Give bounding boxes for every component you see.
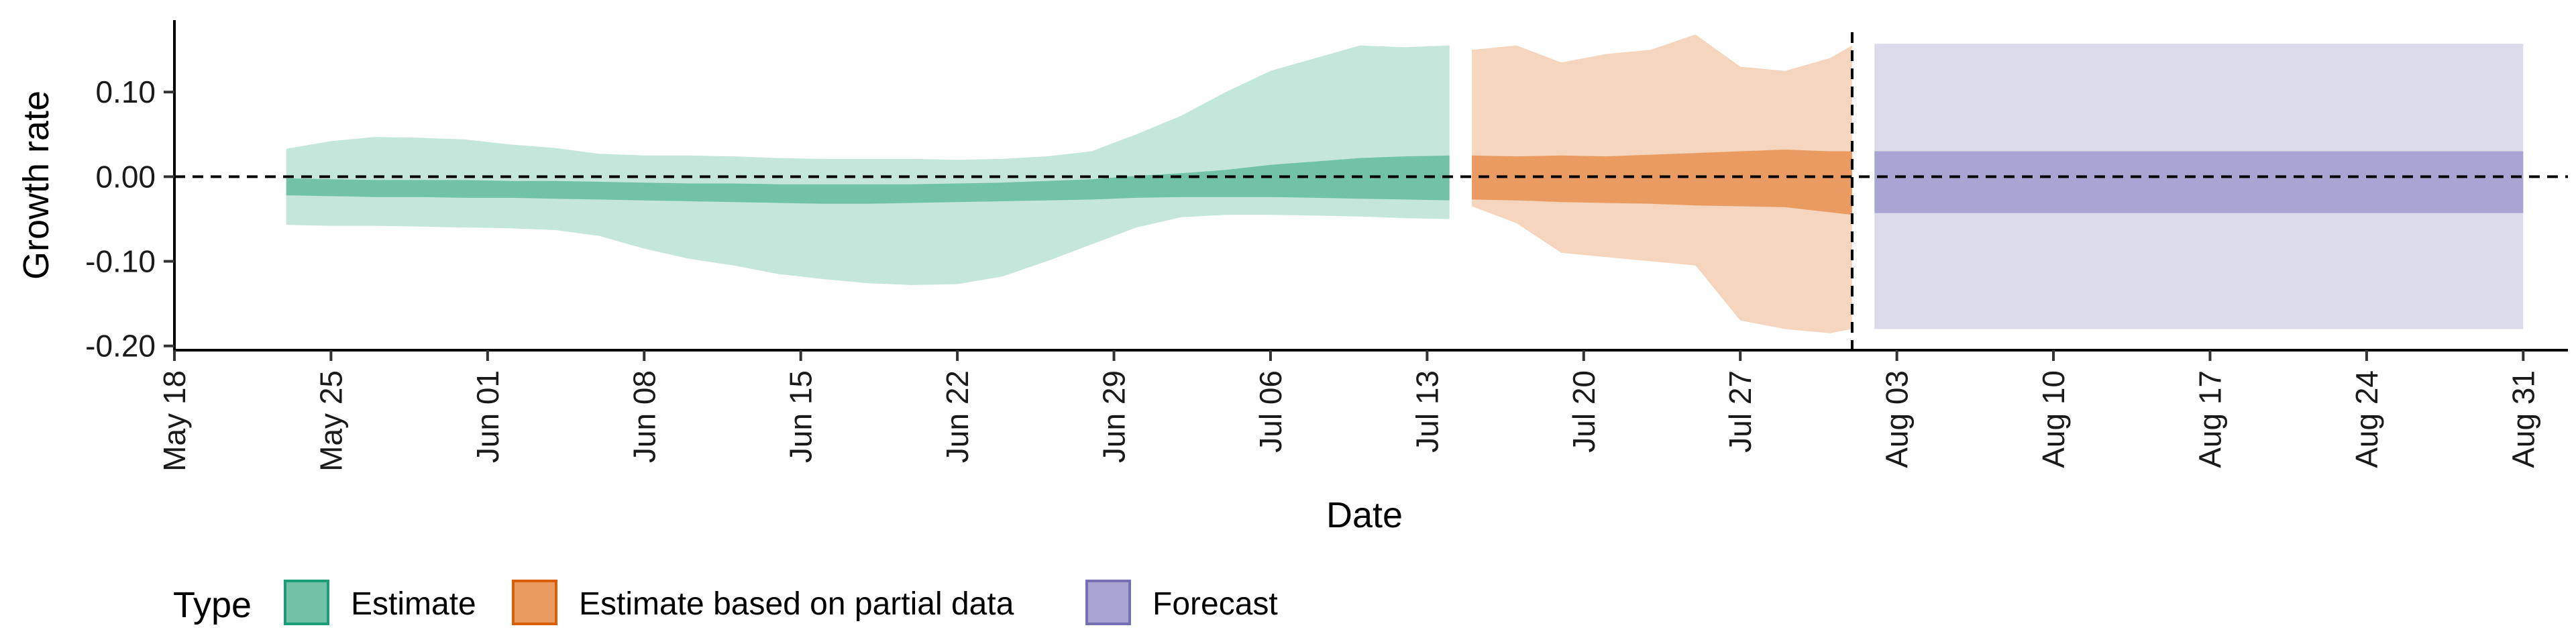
- estimate-outer-band: [286, 45, 1450, 285]
- y-tick-label: -0.20: [85, 329, 156, 364]
- x-tick-label: Aug 10: [2036, 370, 2071, 468]
- legend-key-estimate: [284, 580, 329, 625]
- x-tick-label: Aug 17: [2193, 370, 2228, 468]
- y-axis-title: Growth rate: [16, 91, 56, 280]
- x-tick-label: May 18: [157, 370, 192, 472]
- legend-key-estimate-based-on-partial-data: [512, 580, 557, 625]
- y-tick-label: -0.10: [85, 244, 156, 279]
- estimate-based-on-partial-data-inner-band: [1472, 150, 1852, 215]
- y-tick-label: 0.00: [95, 159, 156, 194]
- reference-lines-layer: [174, 32, 2568, 350]
- legend-label-estimate: Estimate: [351, 586, 476, 622]
- x-tick-label: Jul 27: [1723, 370, 1758, 453]
- x-tick-label: Aug 03: [1880, 370, 1915, 468]
- x-tick-label: Jun 22: [940, 370, 975, 463]
- x-tick-label: Jul 13: [1409, 370, 1444, 453]
- x-tick-label: Aug 24: [2349, 370, 2384, 468]
- x-tick-label: Jun 15: [784, 370, 818, 463]
- x-tick-label: Jul 20: [1566, 370, 1601, 453]
- x-tick-label: Aug 31: [2506, 370, 2540, 468]
- x-tick-label: Jun 08: [627, 370, 661, 463]
- legend: Type Estimate Estimate based on partial d…: [173, 580, 1278, 625]
- bands-layer: [286, 34, 2524, 333]
- x-tick-label: Jun 01: [470, 370, 505, 463]
- y-tick-label: 0.10: [95, 74, 156, 109]
- legend-label-forecast: Forecast: [1152, 586, 1278, 622]
- legend-title: Type: [173, 585, 252, 625]
- legend-label-estimate-based-on-partial-data: Estimate based on partial data: [579, 586, 1014, 622]
- x-tick-label: Jul 06: [1253, 370, 1288, 453]
- legend-key-forecast: [1085, 580, 1131, 625]
- x-axis-title: Date: [1326, 495, 1403, 535]
- x-tick-label: May 25: [313, 370, 348, 472]
- estimate-inner-band: [286, 155, 1450, 204]
- x-tick-label: Jun 29: [1097, 370, 1132, 463]
- forecast-inner-band: [1874, 151, 2524, 213]
